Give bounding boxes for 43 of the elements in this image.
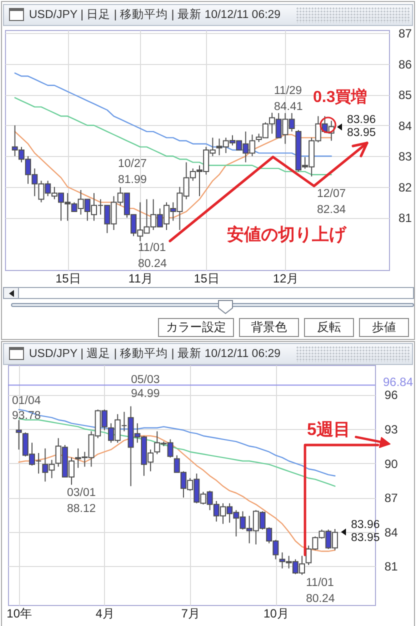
button: カラー設定 — [158, 318, 234, 337]
annotation: 12/07 82.34 — [317, 188, 346, 216]
y-tick-label: 93 — [384, 422, 398, 436]
x-tick-label: 4月 — [96, 606, 114, 620]
x-tick-label: 10月 — [263, 606, 289, 620]
y-tick-label: 87 — [384, 491, 398, 506]
text: 83.96 83.95 — [347, 114, 376, 139]
annotation: 安値の切り上げ — [227, 225, 347, 244]
y-tick-label: 81 — [384, 560, 398, 574]
annotation: 03/01 88.12 — [67, 487, 96, 515]
x-tick-label: 15日 — [194, 272, 220, 286]
button: 背景色 — [239, 318, 299, 337]
y-tick-label: 84 — [384, 525, 398, 540]
x-tick-label: 10年 — [6, 606, 32, 620]
chart-title: USD/JPY | 日足 | 移動平均 | 最新 10/12/11 06:29 — [29, 7, 281, 23]
annotation: 5週目 — [307, 420, 350, 439]
x-tick-label: 7月 — [181, 606, 200, 620]
chart-title: USD/JPY | 週足 | 移動平均 | 最新 10/12/11 06:29 — [29, 346, 281, 362]
x-tick-label: 11月 — [128, 272, 153, 286]
y-tick-label: 86 — [398, 57, 412, 72]
x-tick-label: 15日 — [55, 272, 81, 286]
y-tick-label: 84 — [398, 118, 412, 133]
y-tick-label: 87 — [398, 26, 412, 41]
annotation: 11/01 80.24 — [306, 577, 336, 605]
y-tick-label: 82 — [398, 180, 412, 194]
annotation: 10/27 81.99 — [118, 158, 147, 186]
annotation: 05/03 94.99 — [131, 374, 160, 400]
button: 歩値 — [359, 318, 409, 337]
annotation: 01/04 93.78 — [12, 395, 42, 422]
text: 83.96 83.95 — [351, 519, 380, 544]
y-tick-label: 96 — [384, 388, 398, 402]
line-series — [18, 418, 336, 487]
annotation: 11/29 84.41 — [274, 85, 303, 113]
y-tick-label: 83 — [398, 150, 412, 164]
y-tick-label: 85 — [398, 88, 412, 102]
candlestick — [16, 420, 22, 450]
annotation: 11/01 80.24 — [138, 242, 168, 270]
annotation: 0.3買増 — [313, 87, 368, 106]
y-tick-label: 81 — [398, 211, 412, 226]
y-tick-label: 90 — [384, 456, 398, 471]
ref-line-label: 96.84 — [382, 375, 414, 390]
button: 反転 — [304, 318, 354, 337]
x-tick-label: 12月 — [273, 272, 298, 286]
